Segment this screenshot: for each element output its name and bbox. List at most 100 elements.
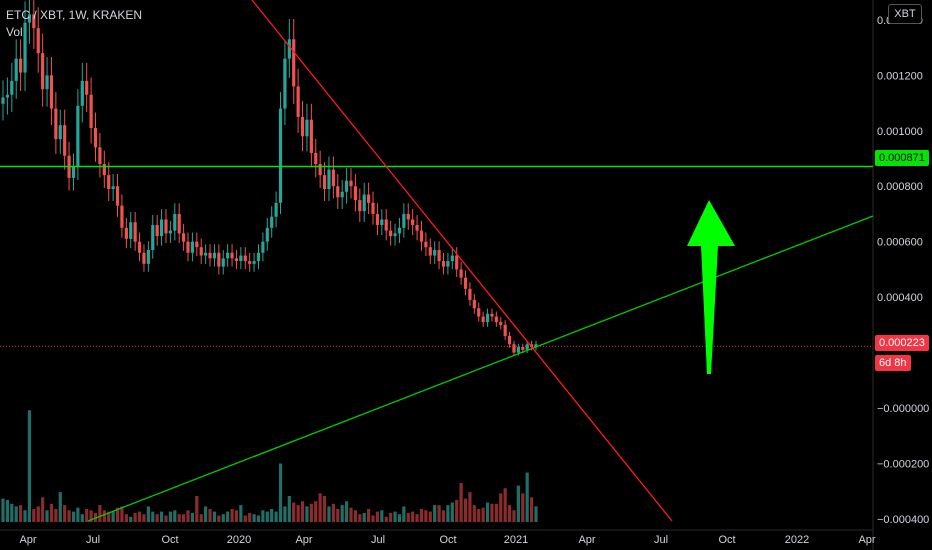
volume-bar: [208, 509, 212, 522]
volume-bar: [159, 511, 164, 522]
candle-body: [102, 164, 106, 176]
candle-body: [278, 108, 283, 203]
volume-bar: [336, 509, 340, 522]
currency-button[interactable]: XBT: [888, 4, 922, 24]
candle-body: [283, 58, 287, 109]
candle-body: [485, 313, 490, 323]
volume-bar: [36, 506, 40, 522]
candle-body: [314, 152, 318, 165]
volume-bar: [349, 507, 353, 522]
candle-body: [481, 316, 485, 323]
candle-body: [521, 347, 525, 350]
volume-bar: [455, 499, 459, 522]
volume-bar: [239, 505, 243, 522]
volume-bar: [27, 410, 32, 522]
volume-bar: [437, 505, 441, 522]
candle-body: [305, 119, 309, 137]
volume-bar: [182, 514, 186, 522]
candle-body: [76, 105, 80, 167]
volume-bar: [63, 505, 67, 522]
candle-body: [490, 313, 494, 317]
price-tick-label: 0.000600: [877, 237, 923, 249]
volume-bar: [142, 514, 146, 522]
candle-body: [159, 219, 164, 237]
candle-body: [142, 252, 146, 264]
candle-body: [296, 86, 300, 117]
candle-body: [252, 261, 256, 264]
level-price-badge: 0.000871: [875, 150, 929, 166]
rising-trendline: [87, 215, 874, 522]
candle-body: [146, 249, 150, 264]
candle-body: [248, 261, 252, 264]
volume-bar: [243, 515, 247, 522]
volume-bar: [389, 512, 393, 522]
volume-bar: [450, 502, 454, 522]
volume-bar: [115, 507, 120, 522]
time-tick-label: Jul: [371, 534, 385, 546]
candle-body: [433, 249, 437, 256]
volume-bar: [186, 510, 190, 522]
candle-body: [129, 222, 133, 239]
candle-body: [93, 127, 98, 148]
price-tick-label: −0.000400: [877, 514, 929, 526]
volume-bar: [516, 485, 520, 522]
candle-body: [300, 116, 305, 137]
falling-trendline: [251, 0, 673, 522]
volume-bar: [45, 510, 49, 522]
volume-bar: [146, 506, 150, 522]
volume-bar: [353, 510, 357, 522]
chart-header: ETC / XBT, 1W, KRAKEN Vol: [6, 7, 142, 41]
volume-bar: [177, 514, 181, 522]
time-tick-label: 2020: [227, 534, 251, 546]
candle-body: [45, 75, 49, 90]
candle-body: [199, 247, 203, 256]
volume-bar: [485, 502, 490, 522]
candle-body: [353, 186, 357, 201]
candle-body: [463, 277, 468, 289]
candle-body: [270, 216, 274, 228]
volume-bar: [120, 506, 124, 522]
volume-bar: [248, 512, 252, 522]
volume-bar: [67, 510, 71, 522]
candle-body: [472, 299, 476, 309]
volume-bar: [71, 511, 76, 522]
volume-bar: [393, 511, 397, 522]
volume-bar: [402, 506, 406, 522]
candle-body: [89, 94, 93, 128]
volume-bar: [217, 515, 221, 522]
price-tick-label: 0.001000: [877, 126, 923, 138]
candle-body: [437, 249, 441, 262]
candle-body: [446, 261, 450, 267]
candle-body: [243, 255, 247, 262]
candle-body: [494, 316, 498, 323]
volume-bar: [362, 512, 366, 522]
candle-body: [85, 80, 89, 95]
volume-bar: [314, 501, 318, 522]
time-tick-label: 2021: [504, 534, 528, 546]
volume-bar: [204, 506, 208, 522]
volume-bar: [322, 496, 327, 522]
volume-bar: [340, 505, 344, 522]
candle-body: [221, 258, 225, 267]
candle-body: [274, 202, 278, 217]
candle-body: [424, 241, 428, 248]
volume-bar: [331, 503, 335, 522]
candle-body: [186, 241, 190, 253]
candle-body: [428, 247, 432, 256]
volume-bar: [58, 492, 62, 522]
volume-bar: [367, 509, 371, 522]
candle-body: [27, 14, 32, 23]
last-price-badge: 0.000223: [875, 335, 929, 351]
candle-body: [133, 222, 137, 242]
candle-body: [115, 186, 120, 206]
candle-body: [397, 227, 402, 234]
candle-body: [226, 252, 230, 259]
volume-bar: [525, 472, 529, 522]
candle-body: [331, 169, 335, 187]
volume-bar: [270, 509, 274, 522]
volume-bar: [14, 506, 18, 522]
time-tick-label: Oct: [439, 534, 456, 546]
volume-bar: [358, 514, 362, 522]
candle-body: [503, 324, 507, 336]
